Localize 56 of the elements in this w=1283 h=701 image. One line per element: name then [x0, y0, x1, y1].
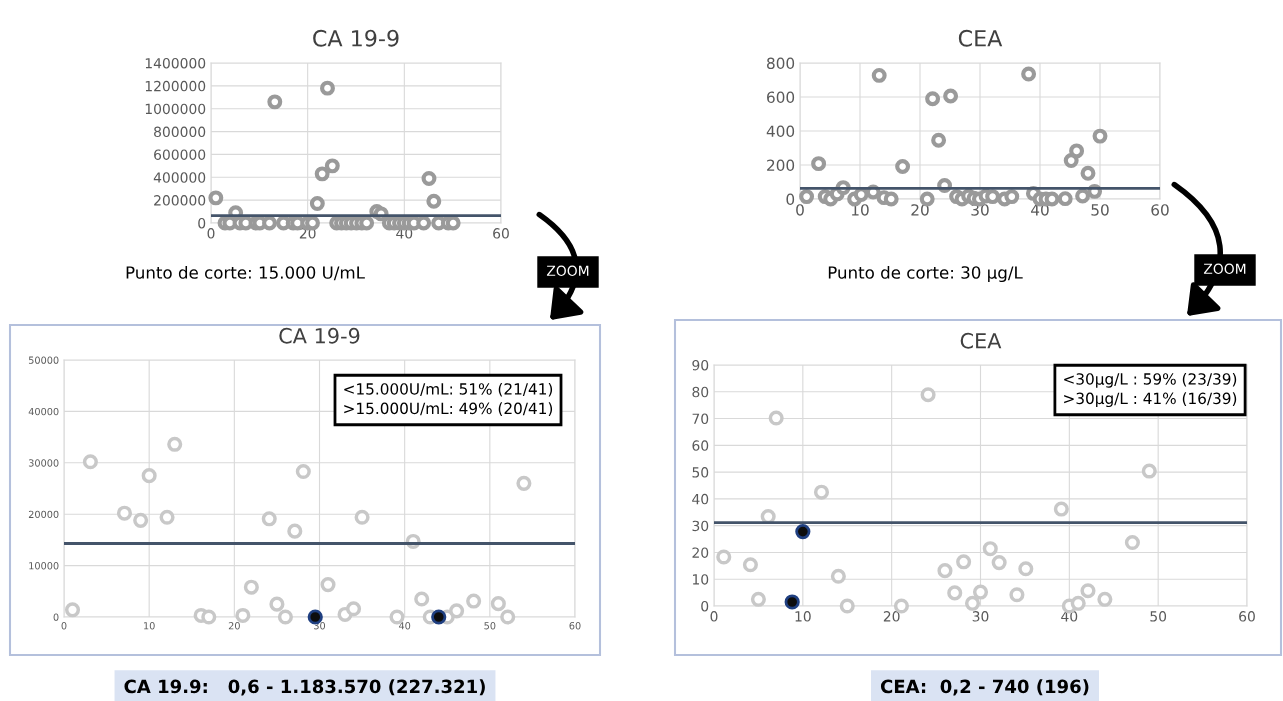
y-tick-label: 0 — [786, 193, 795, 206]
x-tick-label: 20 — [228, 622, 240, 630]
x-tick-label: 20 — [883, 611, 900, 622]
text: Punto de corte: 30 µg/L — [828, 265, 1023, 283]
text: CA 19.9: 0,6 - 1.183.570 (227.321) — [124, 679, 485, 696]
y-tick-label: 40000 — [28, 407, 59, 416]
x-tick-label: 40 — [398, 622, 411, 630]
x-tick-label: 30 — [972, 611, 989, 622]
y-tick-label: 1200000 — [145, 80, 206, 92]
y-tick-label: 20000 — [28, 510, 59, 519]
x-tick-label: 50 — [484, 622, 496, 630]
y-tick-label: 600000 — [154, 149, 206, 160]
y-tick-label: 800000 — [154, 126, 206, 138]
y-tick-label: 10 — [692, 574, 709, 585]
y-tick-label: 0 — [701, 600, 709, 612]
y-tick-label: 70 — [692, 413, 709, 425]
x-tick-label: 0 — [61, 622, 67, 630]
y-tick-label: 1400000 — [145, 57, 206, 69]
y-tick-label: 400000 — [153, 172, 206, 183]
y-tick-label: 60 — [692, 440, 709, 451]
x-tick-label: 60 — [1239, 611, 1255, 622]
y-tick-label: 50 — [692, 467, 709, 478]
annotation: <15.000U/mL: 51% (21/41) >15.000U/mL: 49% (20/41) — [344, 382, 553, 416]
y-tick-label: 600 — [767, 91, 795, 104]
x-tick-label: 10 — [795, 611, 811, 622]
x-tick-label: 0 — [796, 204, 804, 216]
y-tick-label: 200 — [767, 159, 795, 172]
y-tick-label: 30000 — [28, 459, 59, 467]
y-tick-label: 90 — [692, 359, 709, 371]
x-tick-label: 50 — [1150, 611, 1167, 622]
text: CEA: 0,2 - 740 (196) — [880, 679, 1089, 696]
x-tick-label: 50 — [1091, 204, 1109, 216]
x-tick-label: 0 — [207, 228, 215, 239]
x-tick-label: 60 — [1151, 204, 1169, 216]
text: ZOOM — [546, 265, 589, 277]
x-tick-label: 60 — [493, 228, 509, 239]
y-tick-label: 800 — [767, 57, 795, 70]
y-tick-label: 10000 — [29, 562, 59, 570]
y-tick-label: 40 — [692, 493, 709, 505]
y-tick-label: 20 — [692, 547, 709, 558]
y-tick-label: 200000 — [154, 195, 206, 206]
x-tick-label: 60 — [569, 622, 581, 630]
y-tick-label: 1000000 — [145, 103, 206, 115]
y-tick-label: 400 — [766, 125, 795, 138]
chart-title: CA 19-9 — [313, 29, 399, 47]
y-tick-label: 30 — [692, 520, 709, 532]
chart-title: CA 19-9 — [279, 327, 360, 344]
y-tick-label: 80 — [692, 386, 709, 398]
x-tick-label: 0 — [710, 611, 718, 622]
chart-title: CEA — [960, 332, 1002, 349]
chart-title: CEA — [958, 29, 1003, 47]
annotation: <30µg/L : 59% (23/39) >30µg/L : 41% (16/39) — [1064, 372, 1237, 408]
y-tick-label: 50000 — [28, 356, 59, 364]
text: ZOOM — [1203, 263, 1246, 275]
y-tick-label: 0 — [198, 217, 206, 229]
text: Punto de corte: 15.000 U/mL — [126, 265, 365, 281]
